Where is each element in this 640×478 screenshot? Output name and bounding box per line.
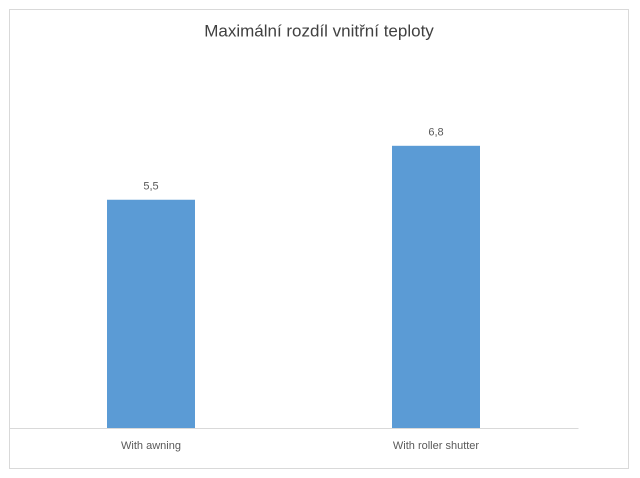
x-tick-label: With roller shutter bbox=[393, 440, 480, 452]
chart-border bbox=[9, 9, 629, 469]
chart-title: Maximální rozdíl vnitřní teploty bbox=[204, 21, 434, 40]
data-label: 5,5 bbox=[143, 181, 158, 193]
x-tick-label: With awning bbox=[121, 440, 181, 452]
bar bbox=[107, 199, 195, 428]
data-label: 6,8 bbox=[428, 127, 443, 139]
bar bbox=[392, 145, 480, 429]
